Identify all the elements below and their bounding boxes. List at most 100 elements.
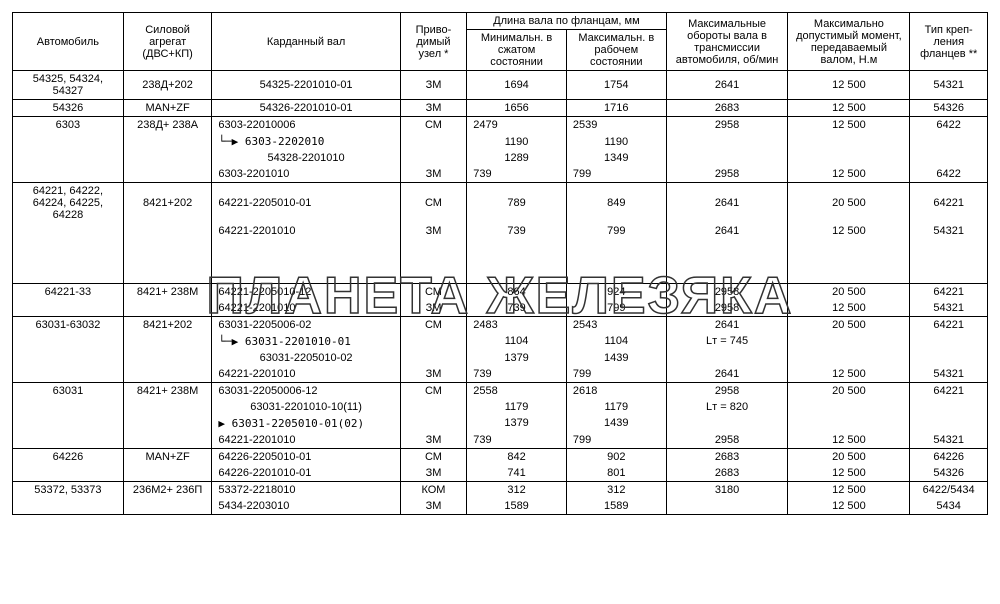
cell: 6303-2201010 bbox=[212, 166, 400, 183]
cell: 2683 bbox=[666, 100, 788, 117]
cell: ЗМ bbox=[400, 366, 466, 383]
cell: MAN+ZF bbox=[123, 100, 212, 117]
cell: 63031-22050006-12 bbox=[212, 382, 400, 399]
cell: 12 500 bbox=[788, 117, 910, 134]
col-vehicle: Автомобиль bbox=[13, 13, 124, 71]
cell: 312 bbox=[467, 481, 567, 498]
cell: 2483 bbox=[467, 316, 567, 333]
cell bbox=[123, 498, 212, 515]
cell: 63031 bbox=[13, 382, 124, 399]
col-shaft: Карданный вал bbox=[212, 13, 400, 71]
cell: 64221-2201010 bbox=[212, 432, 400, 449]
cell bbox=[13, 166, 124, 183]
cell: 2543 bbox=[566, 316, 666, 333]
cell: 1104 bbox=[467, 333, 567, 350]
cell: 64221-2205010-12 bbox=[212, 283, 400, 300]
col-length-max: Максимальн. в рабочем состоянии bbox=[566, 30, 666, 71]
cell: 54321 bbox=[910, 223, 988, 283]
table-row: 54325, 54324, 54327 238Д+202 54325-22010… bbox=[13, 71, 988, 100]
table-row: 64226-2201010-01 ЗМ 741 801 2683 12 500 … bbox=[13, 465, 988, 482]
cell: 64226 bbox=[910, 448, 988, 465]
cell: КОМ bbox=[400, 481, 466, 498]
cell: 6303 bbox=[13, 117, 124, 134]
cell: 6422 bbox=[910, 166, 988, 183]
cell: 20 500 bbox=[788, 183, 910, 224]
cell: 64226 bbox=[13, 448, 124, 465]
cell bbox=[123, 350, 212, 366]
table-row: 63031-2201010-10(11) 1179 1179 Lт = 820 bbox=[13, 399, 988, 415]
cell: 63031-2201010-10(11) bbox=[212, 399, 400, 415]
cell: ▶ 63031-2205010-01(02) bbox=[212, 415, 400, 432]
cell bbox=[123, 432, 212, 449]
cell bbox=[13, 150, 124, 166]
cell: 2641 bbox=[666, 183, 788, 224]
cell: 1589 bbox=[566, 498, 666, 515]
cell: 741 bbox=[467, 465, 567, 482]
cell: 63031-2205006-02 bbox=[212, 316, 400, 333]
cell: 6303-22010006 bbox=[212, 117, 400, 134]
cell: 2641 bbox=[666, 223, 788, 283]
table-row: 64226 MAN+ZF 64226-2205010-01 СМ 842 902… bbox=[13, 448, 988, 465]
cell bbox=[123, 223, 212, 283]
table-row: 63031-63032 8421+202 63031-2205006-02 СМ… bbox=[13, 316, 988, 333]
table-row: 6303-2201010 ЗМ 739 799 2958 12 500 6422 bbox=[13, 166, 988, 183]
table-row: └─▶ 63031-2201010-01 1104 1104 Lт = 745 bbox=[13, 333, 988, 350]
col-length-min: Минимальн. в сжатом состоянии bbox=[467, 30, 567, 71]
cell: 902 bbox=[566, 448, 666, 465]
cell: 799 bbox=[566, 166, 666, 183]
cell: 54325, 54324, 54327 bbox=[13, 71, 124, 100]
cell bbox=[13, 366, 124, 383]
cell bbox=[788, 415, 910, 432]
table-row: 63031 8421+ 238М 63031-22050006-12 СМ 25… bbox=[13, 382, 988, 399]
cell: Lт = 820 bbox=[666, 399, 788, 415]
cell: 64221-2201010 bbox=[212, 300, 400, 317]
cell bbox=[910, 133, 988, 150]
col-driven: Приво-димый узел * bbox=[400, 13, 466, 71]
cell: 1179 bbox=[467, 399, 567, 415]
cell: 54326 bbox=[910, 465, 988, 482]
cell: 1349 bbox=[566, 150, 666, 166]
cell: СМ bbox=[400, 183, 466, 224]
cell: 799 bbox=[566, 300, 666, 317]
cell: 842 bbox=[467, 448, 567, 465]
cell: 2641 bbox=[666, 366, 788, 383]
cell: 64226-2205010-01 bbox=[212, 448, 400, 465]
cell bbox=[13, 350, 124, 366]
cell bbox=[123, 166, 212, 183]
cell: 2958 bbox=[666, 300, 788, 317]
cell: 1439 bbox=[566, 350, 666, 366]
cell: MAN+ZF bbox=[123, 448, 212, 465]
cell bbox=[400, 150, 466, 166]
cell: 54321 bbox=[910, 432, 988, 449]
cell bbox=[666, 498, 788, 515]
table-row: 54326 MAN+ZF 54326-2201010-01 ЗМ 1656 17… bbox=[13, 100, 988, 117]
cell: 12 500 bbox=[788, 71, 910, 100]
cell: СМ bbox=[400, 117, 466, 134]
cell: 2683 bbox=[666, 465, 788, 482]
cell: 739 bbox=[467, 300, 567, 317]
col-length-group: Длина вала по фланцам, мм bbox=[467, 13, 666, 30]
cell bbox=[123, 300, 212, 317]
cell: 8421+ 238М bbox=[123, 283, 212, 300]
cell: 6422 bbox=[910, 117, 988, 134]
cell: 5434 bbox=[910, 498, 988, 515]
cell: 2558 bbox=[467, 382, 567, 399]
cell bbox=[788, 350, 910, 366]
cell: 63031-2205010-02 bbox=[212, 350, 400, 366]
cell: 64221 bbox=[910, 183, 988, 224]
cell: ЗМ bbox=[400, 223, 466, 283]
cell bbox=[13, 223, 124, 283]
cell: Lт = 745 bbox=[666, 333, 788, 350]
cell: 2958 bbox=[666, 283, 788, 300]
cell bbox=[123, 399, 212, 415]
cell: 64221 bbox=[910, 316, 988, 333]
table-row: 53372, 53373 236М2+ 236П 53372-2218010 К… bbox=[13, 481, 988, 498]
cell: 64221-2201010 bbox=[212, 366, 400, 383]
cell bbox=[400, 333, 466, 350]
cell: 64221-2201010 bbox=[212, 223, 400, 283]
cell bbox=[788, 333, 910, 350]
cell: 739 bbox=[467, 223, 567, 283]
cell: 1754 bbox=[566, 71, 666, 100]
cell: 2641 bbox=[666, 316, 788, 333]
cell bbox=[123, 415, 212, 432]
